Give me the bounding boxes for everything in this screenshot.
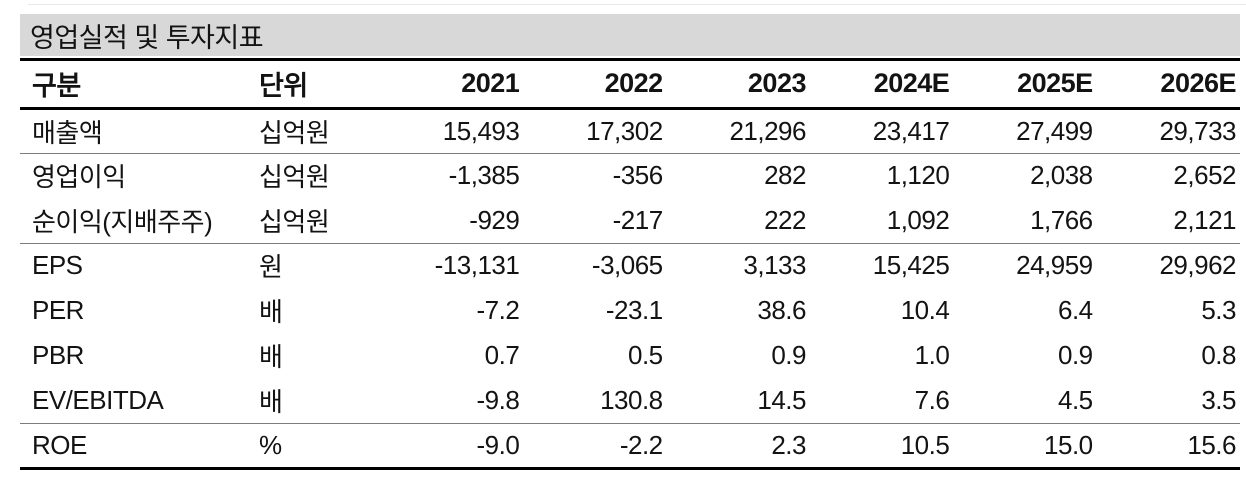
value-cell: 2,121 bbox=[1173, 204, 1236, 235]
value-cell: 0.7 bbox=[484, 340, 520, 370]
value-cell: 1,766 bbox=[1030, 204, 1093, 235]
value-cell: 6.4 bbox=[1057, 295, 1093, 325]
value-cell: 1,120 bbox=[809, 152, 954, 198]
value-cell: -356 bbox=[523, 152, 667, 198]
value-cell: 29,733 bbox=[1159, 115, 1236, 146]
value-cell: 5.3 bbox=[1201, 295, 1236, 325]
row-label-cell: 영업이익 bbox=[20, 152, 258, 198]
unit-cell: % bbox=[258, 422, 380, 470]
value-cell: 15,425 bbox=[809, 242, 954, 288]
table-row-ev-ebitda: EV/EBITDA 배 -9.8 130.8 14.5 7.6 4.5 3.5 bbox=[20, 378, 1240, 423]
table-row-eps: EPS 원 -13,131 -3,065 3,133 15,425 24,959… bbox=[20, 242, 1240, 288]
value-cell: 15,493 bbox=[442, 115, 520, 146]
value-cell: 24,959 bbox=[953, 242, 1097, 288]
value-cell: -13,131 bbox=[380, 242, 524, 288]
page-top-hairline bbox=[28, 4, 1246, 5]
unit-cell: 배 bbox=[259, 342, 283, 372]
value-cell: 0.5 bbox=[628, 340, 663, 370]
title-divider bbox=[20, 58, 1240, 61]
col-header-2023: 2023 bbox=[666, 61, 810, 110]
col-header-unit: 단위 bbox=[258, 61, 380, 110]
col-header-2024e: 2024E bbox=[809, 61, 954, 110]
value-cell: 15.6 bbox=[1096, 422, 1240, 470]
value-cell: -1,385 bbox=[380, 152, 524, 198]
table-row-net-profit: 순이익(지배주주) 십억원 -929 -217 222 1,092 1,766 … bbox=[20, 198, 1240, 243]
table-row-operating-profit: 영업이익 십억원 -1,385 -356 282 1,120 2,038 2,6… bbox=[20, 152, 1240, 198]
value-cell: -9.8 bbox=[476, 384, 520, 415]
value-cell: 3,133 bbox=[666, 242, 810, 288]
value-cell: 3.5 bbox=[1201, 384, 1236, 415]
value-cell: 15.0 bbox=[953, 422, 1097, 470]
col-header-2021: 2021 bbox=[380, 61, 524, 110]
unit-cell: 십억원 bbox=[259, 206, 330, 237]
value-cell: 23,417 bbox=[872, 115, 950, 146]
value-cell: 0.9 bbox=[1057, 340, 1093, 370]
value-cell: -23.1 bbox=[605, 295, 663, 325]
table-row-roe: ROE % -9.0 -2.2 2.3 10.5 15.0 15.6 bbox=[20, 422, 1240, 470]
table-title: 영업실적 및 투자지표 bbox=[30, 22, 264, 53]
table-title-bar: 영업실적 및 투자지표 bbox=[20, 14, 1240, 56]
col-header-2025e: 2025E bbox=[953, 61, 1097, 110]
row-label-cell: ROE bbox=[20, 422, 258, 470]
table-row-pbr: PBR 배 0.7 0.5 0.9 1.0 0.9 0.8 bbox=[20, 333, 1240, 378]
value-cell: 4.5 bbox=[1057, 384, 1093, 415]
table-row-per: PER 배 -7.2 -23.1 38.6 10.4 6.4 5.3 bbox=[20, 288, 1240, 333]
row-label-cell: EV/EBITDA bbox=[32, 384, 164, 415]
row-label-cell: PBR bbox=[32, 340, 84, 370]
value-cell: 2,652 bbox=[1096, 152, 1240, 198]
financial-table: 구분 단위 2021 2022 2023 2024E 2025E 2026E 매… bbox=[20, 61, 1240, 470]
row-label-cell: EPS bbox=[20, 242, 258, 288]
value-cell: 2,038 bbox=[953, 152, 1097, 198]
row-label-cell: 매출액 bbox=[32, 117, 103, 148]
value-cell: 7.6 bbox=[914, 384, 950, 415]
unit-cell: 배 bbox=[259, 386, 283, 417]
value-cell: -217 bbox=[612, 204, 664, 235]
value-cell: -9.0 bbox=[380, 422, 524, 470]
value-cell: 222 bbox=[764, 204, 806, 235]
value-cell: 29,962 bbox=[1096, 242, 1240, 288]
financial-table-header: 구분 단위 2021 2022 2023 2024E 2025E 2026E bbox=[20, 61, 1240, 110]
table-row-revenue: 매출액 십억원 15,493 17,302 21,296 23,417 27,4… bbox=[20, 108, 1240, 153]
value-cell: -2.2 bbox=[523, 422, 667, 470]
header-row: 구분 단위 2021 2022 2023 2024E 2025E 2026E bbox=[20, 61, 1240, 110]
value-cell: 1,092 bbox=[886, 204, 950, 235]
col-header-category: 구분 bbox=[20, 61, 258, 110]
value-cell: 17,302 bbox=[586, 115, 663, 146]
value-cell: 27,499 bbox=[1016, 115, 1093, 146]
value-cell: 38.6 bbox=[757, 295, 806, 325]
value-cell: 10.4 bbox=[900, 295, 950, 325]
value-cell: 0.8 bbox=[1201, 340, 1236, 370]
financial-summary-section: 영업실적 및 투자지표 구분 단위 2021 2022 2023 2024E 2… bbox=[20, 14, 1240, 470]
unit-cell: 십억원 bbox=[259, 117, 330, 148]
value-cell: 10.5 bbox=[809, 422, 954, 470]
unit-cell: 원 bbox=[258, 242, 380, 288]
unit-cell: 배 bbox=[259, 297, 283, 327]
col-header-2026e: 2026E bbox=[1096, 61, 1240, 110]
value-cell: 130.8 bbox=[600, 384, 663, 415]
value-cell: 282 bbox=[666, 152, 810, 198]
value-cell: 0.9 bbox=[771, 340, 806, 370]
value-cell: 21,296 bbox=[729, 115, 806, 146]
value-cell: 14.5 bbox=[757, 384, 806, 415]
value-cell: 2.3 bbox=[666, 422, 810, 470]
unit-cell: 십억원 bbox=[258, 152, 380, 198]
row-label-cell: 순이익(지배주주) bbox=[32, 206, 213, 237]
value-cell: -929 bbox=[469, 204, 520, 235]
financial-table-body: 매출액 십억원 15,493 17,302 21,296 23,417 27,4… bbox=[20, 108, 1240, 470]
row-label-cell: PER bbox=[32, 295, 84, 325]
value-cell: -3,065 bbox=[523, 242, 667, 288]
col-header-2022: 2022 bbox=[523, 61, 667, 110]
value-cell: 1.0 bbox=[914, 340, 950, 370]
value-cell: -7.2 bbox=[476, 295, 520, 325]
